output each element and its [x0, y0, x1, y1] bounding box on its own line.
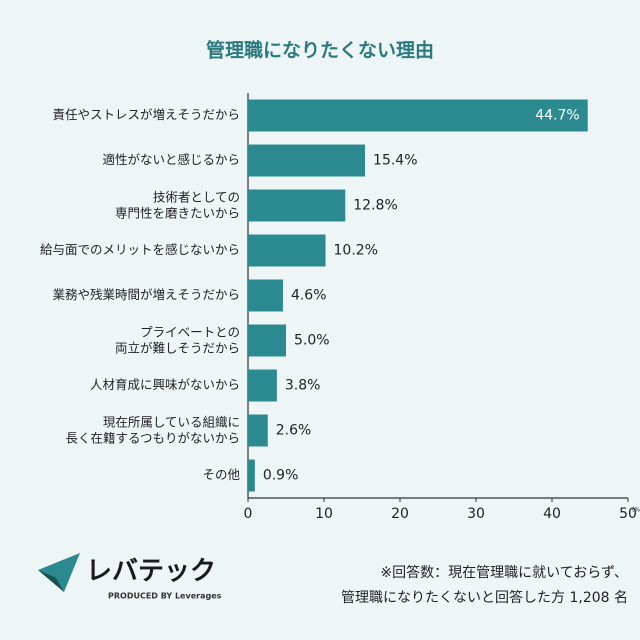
logo-name: レバテック: [86, 557, 216, 587]
y-tick-label: 技術者としての専門性を磨きたいから: [115, 189, 240, 220]
y-tick-label: プライベートとの両立が難しそうだから: [115, 324, 240, 355]
value-label: 12.8%: [353, 198, 397, 214]
bar: [248, 144, 366, 177]
logo-tagline: PRODUCED BY Leverages: [108, 592, 222, 601]
y-tick-label: 人材育成に興味がないから: [90, 377, 240, 392]
x-tick-label: 10: [315, 506, 333, 522]
y-tick-label: その他: [202, 467, 240, 482]
value-label: 10.2%: [334, 243, 378, 259]
bar: [248, 189, 346, 222]
logo: レバテック PRODUCED BY Leverages: [38, 553, 222, 601]
value-label: 5.0%: [294, 333, 330, 349]
value-label: 0.9%: [263, 468, 299, 484]
footnote: ※回答数：現在管理職に就いておらず、: [380, 564, 628, 581]
x-tick-label: 30: [467, 506, 485, 522]
x-unit: (%): [632, 507, 640, 514]
bar: [248, 414, 268, 447]
bar: [248, 324, 286, 357]
bar: [248, 279, 283, 312]
y-tick-label: 給与面でのメリットを感じないから: [40, 242, 240, 257]
x-tick-label: 0: [244, 506, 253, 522]
value-label: 2.6%: [276, 423, 312, 439]
x-tick-label: 40: [543, 506, 561, 522]
y-tick-label: 適性がないと感じるから: [102, 152, 240, 167]
x-tick-label: 20: [391, 506, 409, 522]
y-tick-label: 現在所属している組織に長く在籍するつもりがないから: [65, 414, 240, 445]
value-label: 15.4%: [373, 153, 417, 169]
y-tick-label: 責任やストレスが増えそうだから: [52, 107, 240, 122]
bar: [248, 234, 326, 267]
chart-title: 管理職になりたくない理由: [206, 39, 434, 62]
bar: [248, 459, 255, 492]
value-label: 4.6%: [291, 288, 327, 304]
value-label: 3.8%: [285, 378, 321, 394]
bar: [248, 369, 277, 402]
logo-icon: [38, 570, 64, 592]
y-tick-label: 業務や残業時間が増えそうだから: [52, 287, 240, 302]
footnote: 管理職になりたくないと回答した方 1,208 名: [341, 589, 628, 606]
value-label: 44.7%: [535, 108, 579, 124]
logo-icon: [38, 553, 80, 592]
x-tick-label: 50: [619, 506, 637, 522]
bar: [248, 99, 588, 132]
